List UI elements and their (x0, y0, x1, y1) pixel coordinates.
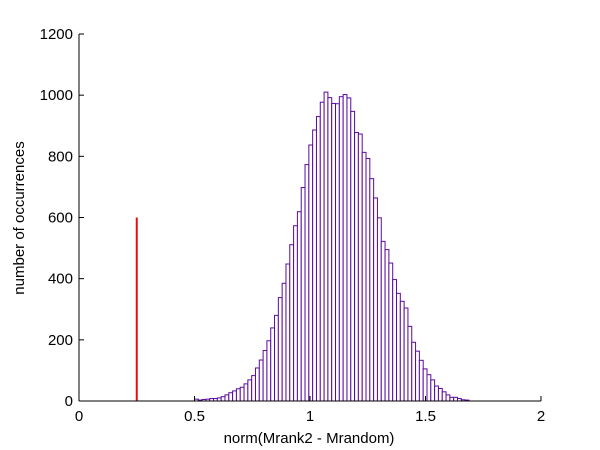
histogram-bar (373, 197, 378, 402)
y-tick-label: 1200 (40, 26, 73, 43)
y-ticks: 0 200 400 600 800 1000 1200 (40, 26, 84, 410)
histogram-bar (319, 101, 325, 402)
x-tick-label: 0.5 (184, 408, 205, 425)
histogram-bar (407, 325, 413, 402)
histogram-bar (403, 307, 409, 402)
histogram-bar (380, 240, 386, 402)
y-tick-label: 800 (48, 148, 73, 165)
histogram-bar (323, 91, 329, 402)
y-tick-label: 400 (48, 271, 73, 288)
histogram-bar (361, 151, 367, 402)
histogram-bar (277, 297, 283, 402)
histogram-bar (441, 391, 447, 402)
histogram-bar (251, 375, 256, 402)
histogram-bar (388, 262, 394, 402)
histogram-bar (399, 300, 405, 402)
histogram-bar (415, 350, 420, 402)
histogram-bar (258, 359, 264, 402)
histogram-bar (426, 374, 432, 402)
histogram-bar (392, 279, 398, 402)
histogram-bar (315, 116, 321, 402)
histogram-bar (224, 394, 230, 402)
histogram-bar (411, 341, 417, 402)
histogram-bar (350, 110, 356, 402)
histogram-bar (235, 388, 241, 402)
y-tick-label: 1000 (40, 87, 73, 104)
histogram-bar (357, 133, 363, 402)
x-tick-label: 2 (537, 408, 545, 425)
histogram-bar (274, 314, 279, 402)
histogram-bar (418, 359, 424, 402)
histogram-bar (327, 97, 333, 402)
histogram-bar (346, 97, 352, 402)
x-axis-label: norm(Mrank2 - Mrandom) (224, 430, 395, 447)
histogram-bar (369, 178, 375, 402)
histogram-bar (220, 396, 226, 402)
histogram-bar (296, 211, 302, 402)
y-tick-label: 200 (48, 332, 73, 349)
histogram-bar (365, 157, 371, 402)
histogram-bar (342, 94, 348, 402)
y-tick-label: 0 (65, 393, 73, 410)
histogram-bar (449, 396, 455, 402)
histogram-bar (376, 217, 382, 402)
histogram-bar (243, 383, 249, 402)
x-tick-label: 0 (75, 408, 83, 425)
histogram-bar (434, 385, 439, 402)
histogram-bar (293, 225, 298, 402)
x-tick-label: 1.5 (415, 408, 436, 425)
histogram-bar (266, 340, 272, 402)
y-axis-label: number of occurrences (11, 141, 28, 294)
histogram-bar (338, 96, 344, 402)
histogram-bar (331, 102, 337, 402)
x-tick-label: 1 (306, 408, 314, 425)
histogram-bar (453, 396, 458, 402)
histogram-bar (232, 390, 237, 402)
histogram-bar (254, 367, 260, 402)
histogram-bar (285, 263, 291, 402)
histogram-bar (247, 379, 253, 402)
histogram-bar (312, 129, 317, 402)
histogram-bar (384, 249, 390, 402)
histogram-bar (430, 379, 436, 402)
histogram-bars (194, 91, 470, 402)
histogram-bar (289, 244, 295, 402)
histogram-bar (308, 144, 314, 402)
x-ticks: 0 0.5 1 1.5 2 (75, 396, 545, 425)
histogram-bar (335, 103, 340, 402)
histogram-bar (270, 327, 276, 402)
histogram-bar (262, 350, 268, 402)
histogram-bar (300, 187, 306, 402)
histogram-bar (239, 386, 245, 402)
histogram-bar (354, 131, 359, 402)
y-tick-label: 600 (48, 210, 73, 227)
histogram-bar (437, 387, 443, 402)
histogram-bar (228, 392, 234, 402)
histogram-bar (445, 394, 451, 402)
histogram-bar (304, 164, 310, 402)
histogram-bar (396, 292, 401, 402)
histogram-bar (281, 282, 287, 402)
